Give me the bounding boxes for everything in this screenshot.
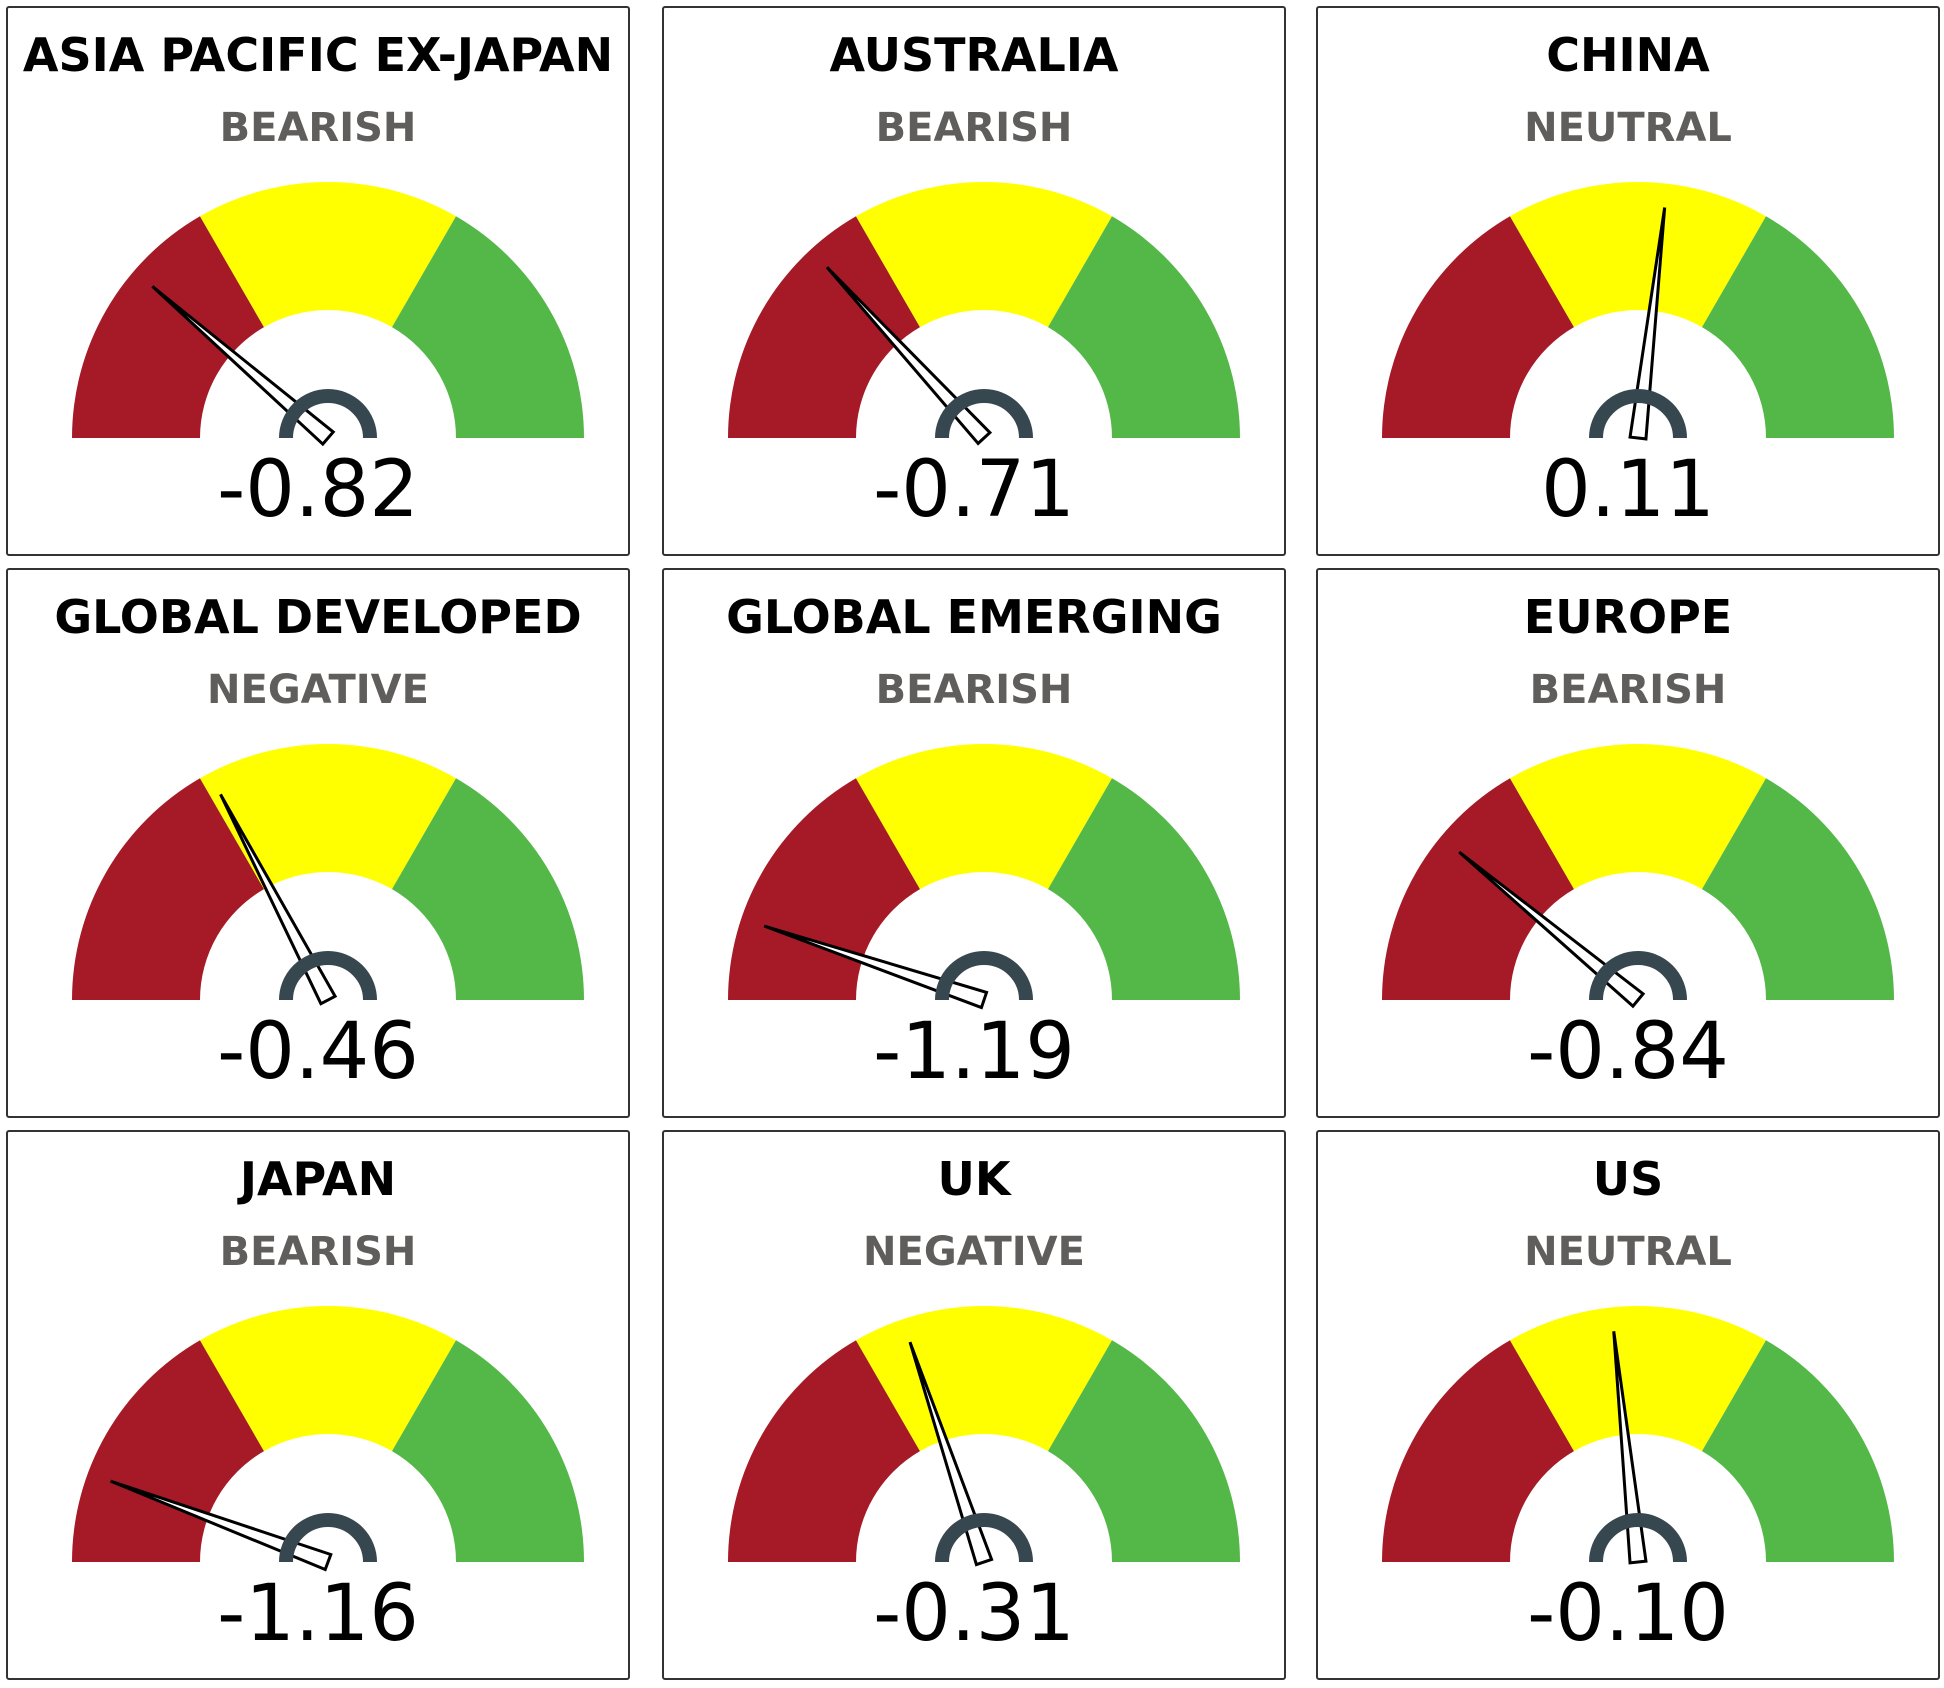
gauge-needle [1458, 850, 1646, 1009]
gauge-us [1382, 1306, 1894, 1565]
gauge-panel-australia: AUSTRALIA BEARISH -0.71 [662, 6, 1286, 556]
gauge-band-bullish [1048, 1340, 1240, 1562]
gauge-hub [279, 951, 377, 1001]
gauge-status: BEARISH [875, 105, 1073, 151]
gauge-needle [219, 793, 338, 1006]
gauge-panel-uk: UK NEGATIVE -0.31 [662, 1130, 1286, 1680]
gauge-band-bearish [1382, 216, 1574, 438]
gauge-band-neutral [200, 744, 456, 890]
gauge-needle [825, 266, 993, 446]
gauge-panel-europe: EUROPE BEARISH -0.84 [1316, 568, 1940, 1118]
gauge-china [1382, 182, 1894, 441]
gauge-panel-us: US NEUTRAL -0.10 [1316, 1130, 1940, 1680]
gauge-title: CHINA [1546, 28, 1710, 82]
gauge-band-bearish [72, 1340, 264, 1562]
gauge-global-emerging [728, 744, 1240, 1010]
gauge-asia-pacific-ex-japan [72, 182, 584, 447]
gauge-band-neutral [1510, 182, 1766, 328]
gauge-band-bullish [1048, 216, 1240, 438]
gauge-needle [1628, 207, 1667, 441]
gauge-title: UK [937, 1152, 1011, 1206]
gauge-band-neutral [856, 182, 1112, 328]
gauge-value: -0.10 [1527, 1569, 1729, 1659]
gauge-band-bearish [72, 778, 264, 1000]
gauge-needle [151, 285, 336, 447]
gauge-status: NEGATIVE [207, 667, 429, 713]
gauge-needle [1612, 1331, 1648, 1565]
gauge-hub [1589, 951, 1687, 1001]
gauge-panel-china: CHINA NEUTRAL 0.11 [1316, 6, 1940, 556]
gauge-japan [72, 1306, 584, 1572]
gauge-title: GLOBAL EMERGING [726, 590, 1222, 644]
gauge-status: NEUTRAL [1524, 1229, 1732, 1275]
gauge-title: AUSTRALIA [829, 28, 1119, 82]
gauge-value: -0.31 [873, 1569, 1075, 1659]
gauge-panel-global-developed: GLOBAL DEVELOPED NEGATIVE -0.46 [6, 568, 630, 1118]
gauge-title: US [1592, 1152, 1664, 1206]
gauge-needle [908, 1341, 994, 1567]
gauge-hub [935, 1513, 1033, 1563]
gauge-title: JAPAN [239, 1152, 397, 1206]
gauge-band-bearish [728, 1340, 920, 1562]
gauge-panel-japan: JAPAN BEARISH -1.16 [6, 1130, 630, 1680]
gauge-band-bullish [1048, 778, 1240, 1000]
gauge-band-bullish [1702, 216, 1894, 438]
gauge-australia [728, 182, 1240, 446]
gauge-uk [728, 1306, 1240, 1567]
gauge-hub [1589, 389, 1687, 439]
gauge-status: NEGATIVE [863, 1229, 1085, 1275]
gauge-band-neutral [1510, 744, 1766, 890]
gauge-status: BEARISH [875, 667, 1073, 713]
gauge-value: -1.19 [873, 1007, 1075, 1097]
gauge-needle [109, 1479, 333, 1572]
gauge-value: -0.84 [1527, 1007, 1729, 1097]
gauge-band-bullish [1702, 1340, 1894, 1562]
gauge-band-neutral [200, 1306, 456, 1452]
gauge-band-bullish [392, 216, 584, 438]
gauge-value: 0.11 [1541, 445, 1715, 535]
gauge-status: BEARISH [219, 1229, 417, 1275]
gauge-status: BEARISH [1529, 667, 1727, 713]
gauge-title: EUROPE [1523, 590, 1733, 644]
gauge-status: NEUTRAL [1524, 105, 1732, 151]
gauge-value: -0.46 [217, 1007, 419, 1097]
gauge-band-neutral [856, 1306, 1112, 1452]
gauge-band-bearish [728, 778, 920, 1000]
gauge-band-bullish [392, 1340, 584, 1562]
gauge-band-bearish [1382, 1340, 1574, 1562]
gauge-band-bullish [392, 778, 584, 1000]
gauge-band-bearish [728, 216, 920, 438]
gauge-title: GLOBAL DEVELOPED [54, 590, 582, 644]
gauge-panel-global-emerging: GLOBAL EMERGING BEARISH -1.19 [662, 568, 1286, 1118]
gauge-hub [279, 389, 377, 439]
gauge-hub [1589, 1513, 1687, 1563]
gauge-band-neutral [200, 182, 456, 328]
gauge-status: BEARISH [219, 105, 417, 151]
gauge-needle [763, 924, 989, 1010]
gauge-band-neutral [856, 744, 1112, 890]
gauge-hub [935, 951, 1033, 1001]
gauge-europe [1382, 744, 1894, 1009]
gauge-hub [935, 389, 1033, 439]
gauge-value: -1.16 [217, 1569, 419, 1659]
gauge-band-bearish [72, 216, 264, 438]
gauge-band-neutral [1510, 1306, 1766, 1452]
gauge-band-bullish [1702, 778, 1894, 1000]
gauge-title: ASIA PACIFIC EX-JAPAN [22, 28, 614, 82]
gauge-value: -0.82 [217, 445, 419, 535]
gauge-hub [279, 1513, 377, 1563]
gauge-panel-asia-pacific-ex-japan: ASIA PACIFIC EX-JAPAN BEARISH -0.82 [6, 6, 630, 556]
gauge-global-developed [72, 744, 584, 1006]
gauge-value: -0.71 [873, 445, 1075, 535]
gauge-band-bearish [1382, 778, 1574, 1000]
